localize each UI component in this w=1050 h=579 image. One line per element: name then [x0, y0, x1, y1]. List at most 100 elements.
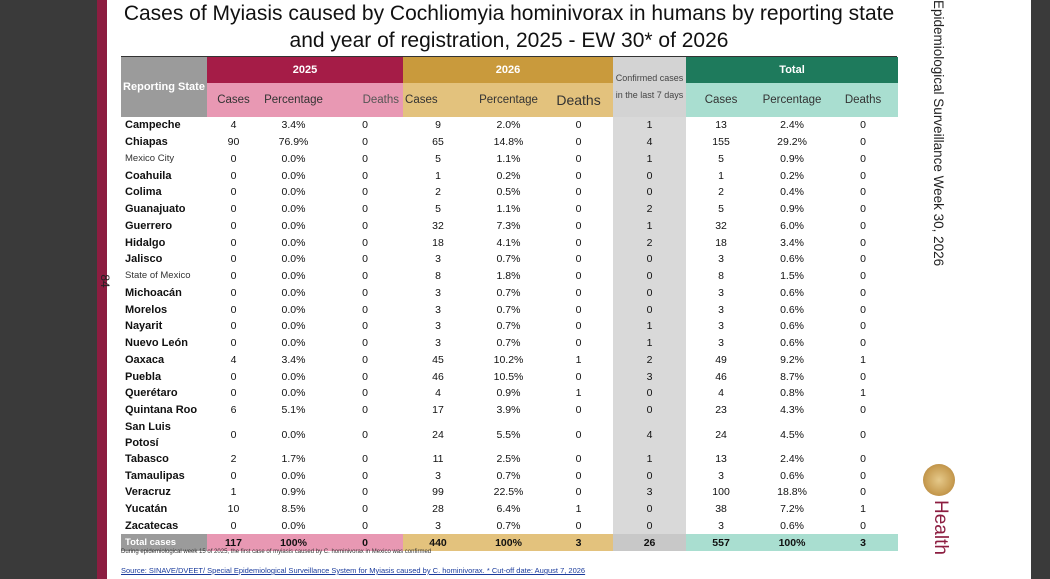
cell-p25: 0.0%: [281, 303, 306, 316]
cell-d25: 0: [362, 469, 368, 482]
cell-dt: 1: [860, 353, 866, 366]
cell-p26: 1.1%: [496, 152, 521, 165]
cell-c26: 24: [432, 428, 444, 441]
cell-conf: 0: [613, 385, 687, 402]
cell-p26: 10.5%: [493, 370, 524, 383]
cell-dt: 0: [860, 469, 866, 482]
cell-conf: 0: [613, 267, 687, 285]
cell-c26: 3: [435, 303, 441, 316]
total-cases-2025: 117: [207, 534, 260, 552]
cell-c25: 10: [227, 503, 240, 516]
table-row: Zacatecas 0 0.0% 0 3 0.7% 0 0 3 0.6% 0: [121, 517, 898, 535]
cell-c26: 1: [435, 169, 441, 182]
cell-d25: 0: [362, 219, 368, 232]
cell-p26: 0.2%: [496, 169, 521, 182]
table-row: Veracruz 1 0.9% 0 99 22.5% 0 3 100 18.8% 0: [121, 484, 898, 501]
cell-d25: 0: [362, 428, 368, 441]
cell-p25: 0.9%: [281, 486, 306, 499]
cell-dt: 0: [860, 152, 866, 165]
cell-d25: 0: [362, 186, 368, 199]
cell-p25: 0.0%: [281, 186, 306, 199]
header-percentage-2026: Percentage: [473, 83, 545, 117]
cell-d26: 1: [575, 353, 582, 366]
cell-conf: 0: [613, 467, 687, 484]
cell-d26: 0: [575, 428, 582, 441]
cell-d26: 0: [575, 169, 582, 182]
table-row: Querétaro 0 0.0% 0 4 0.9% 1 0 4 0.8% 1: [121, 385, 898, 402]
cell-c26: 3: [435, 519, 441, 532]
cell-c25: 0: [230, 337, 237, 350]
cell-ct: 32: [715, 219, 727, 232]
cell-c25: 0: [230, 253, 237, 266]
cell-c25: 0: [230, 186, 237, 199]
cell-conf: 1: [613, 450, 687, 468]
table-title: Cases of Myiasis caused by Cochliomyia h…: [121, 0, 897, 57]
cell-c26: 11: [432, 452, 444, 465]
cell-c25: 6: [230, 404, 237, 417]
cell-p26: 5.5%: [496, 428, 521, 441]
cell-c25: 0: [230, 286, 237, 299]
cell-ct: 24: [715, 428, 727, 441]
row-state-name: State of Mexico: [125, 270, 191, 282]
cell-dt: 0: [860, 169, 866, 182]
cell-ct: 8: [718, 270, 724, 283]
cell-pt: 4.3%: [780, 404, 804, 417]
cell-dt: 0: [860, 519, 866, 532]
header-2026: 2026: [403, 57, 614, 83]
cell-d25: 0: [362, 253, 368, 266]
cell-c26: 9: [435, 119, 441, 132]
cell-d26: 0: [575, 469, 582, 482]
cell-p26: 7.3%: [496, 219, 521, 232]
total-cases-2026: 440: [403, 534, 474, 552]
cell-ct: 3: [718, 320, 724, 333]
cell-c25: 0: [230, 219, 237, 232]
cell-dt: 0: [860, 303, 866, 316]
table-row: Guerrero 0 0.0% 0 32 7.3% 0 1 32 6.0% 0: [121, 217, 898, 235]
cell-d25: 0: [362, 404, 368, 417]
table-row: Michoacán 0 0.0% 0 3 0.7% 0 0 3 0.6% 0: [121, 284, 898, 302]
row-state-name: Nuevo León: [125, 337, 188, 350]
cell-d25: 0: [362, 303, 368, 316]
cell-d25: 0: [362, 169, 368, 182]
cell-p26: 0.7%: [496, 286, 521, 299]
cell-conf: 1: [613, 117, 687, 134]
cell-c25: 0: [230, 519, 237, 532]
cell-p25: 0.0%: [281, 203, 306, 216]
cell-c26: 3: [435, 469, 441, 482]
cell-dt: 0: [860, 119, 866, 132]
cell-pt: 0.6%: [780, 519, 804, 532]
cell-c25: 0: [230, 303, 237, 316]
cell-conf: 0: [613, 167, 687, 184]
table-row: Coahuila 0 0.0% 0 1 0.2% 0 0 1 0.2% 0: [121, 167, 898, 184]
cell-c26: 3: [435, 286, 441, 299]
cell-p26: 14.8%: [493, 136, 524, 149]
cell-p26: 0.7%: [496, 469, 521, 482]
cell-c26: 32: [432, 219, 444, 232]
cell-p26: 0.7%: [496, 303, 521, 316]
cell-p26: 22.5%: [493, 486, 524, 499]
table-row: Jalisco 0 0.0% 0 3 0.7% 0 0 3 0.6% 0: [121, 251, 898, 268]
cell-p25: 0.0%: [281, 428, 306, 441]
cell-c25: 90: [227, 136, 240, 149]
cell-c25: 0: [230, 469, 237, 482]
cell-c25: 0: [230, 370, 237, 383]
cell-ct: 155: [712, 136, 730, 149]
row-state-name: Yucatán: [125, 503, 168, 516]
cell-conf: 1: [613, 318, 687, 335]
cell-d25: 0: [362, 270, 368, 283]
cell-p25: 0.0%: [281, 519, 306, 532]
cell-pt: 1.5%: [780, 270, 804, 283]
header-deaths-2025: Deaths: [327, 83, 404, 117]
cell-pt: 0.9%: [780, 203, 804, 216]
cell-pt: 0.6%: [780, 337, 804, 350]
cell-d26: 0: [575, 203, 582, 216]
cell-p26: 0.9%: [496, 387, 521, 400]
cell-pt: 6.0%: [780, 219, 804, 232]
cell-conf: 0: [613, 401, 687, 419]
cell-p25: 0.0%: [281, 370, 306, 383]
row-state-name: Chiapas: [125, 136, 168, 149]
cell-c25: 0: [230, 169, 237, 182]
source-link[interactable]: Source: SINAVE/DVEET/ Special Epidemiolo…: [121, 566, 586, 575]
row-state-name: Jalisco: [125, 253, 163, 266]
table-row: Chiapas 90 76.9% 0 65 14.8% 0 4 155 29.2% 0: [121, 133, 898, 151]
